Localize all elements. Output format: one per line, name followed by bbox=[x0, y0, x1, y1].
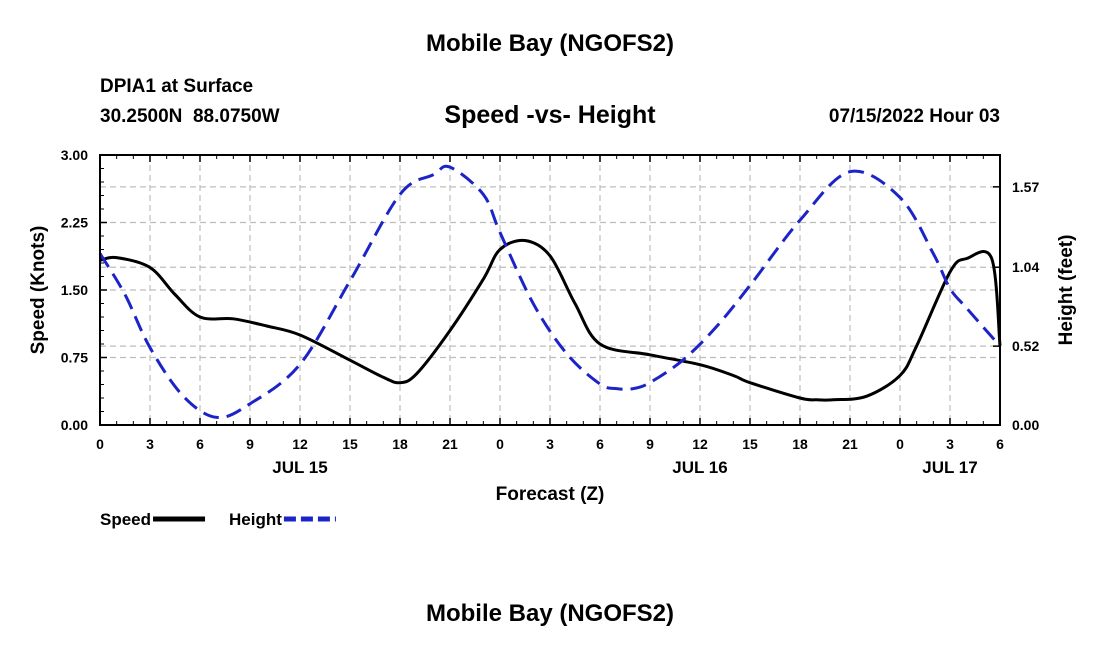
series-line-height bbox=[98, 164, 1002, 420]
legend-label-speed: Speed bbox=[100, 510, 151, 529]
x-date-label: JUL 16 bbox=[672, 458, 727, 477]
station-name: DPIA1 at Surface bbox=[100, 76, 254, 97]
y2-tick-label: 0.52 bbox=[1012, 338, 1039, 354]
legend-label-height: Height bbox=[229, 510, 282, 529]
y-tick-label: 2.25 bbox=[61, 215, 88, 231]
grid-lines bbox=[100, 155, 1000, 426]
station-coordinates: 30.2500N 88.0750W bbox=[100, 106, 280, 127]
x-tick-label: 6 bbox=[996, 436, 1004, 452]
x-tick-label: 15 bbox=[342, 436, 358, 452]
footer-title: Mobile Bay (NGOFS2) bbox=[425, 600, 675, 627]
x-tick-label: 3 bbox=[546, 436, 554, 452]
legend: Speed Height bbox=[100, 510, 336, 529]
x-tick-label: 6 bbox=[596, 436, 604, 452]
x-tick-label: 21 bbox=[442, 436, 458, 452]
x-tick-label: 0 bbox=[96, 436, 104, 452]
x-tick-label: 3 bbox=[946, 436, 954, 452]
x-date-label: JUL 15 bbox=[272, 458, 327, 477]
x-date-label: JUL 17 bbox=[922, 458, 977, 477]
x-tick-label: 18 bbox=[392, 436, 408, 452]
x-tick-label: 15 bbox=[742, 436, 758, 452]
page-title: Mobile Bay (NGOFS2) bbox=[425, 30, 675, 57]
x-tick-label: 0 bbox=[496, 436, 504, 452]
x-tick-label: 12 bbox=[292, 436, 308, 452]
forecast-timestamp: 07/15/2022 Hour 03 bbox=[828, 106, 1000, 127]
y2-axis-title: Height (feet) bbox=[1056, 235, 1077, 346]
y2-tick-label: 1.04 bbox=[1012, 259, 1039, 275]
y-tick-label: 0.00 bbox=[61, 417, 88, 433]
x-tick-label: 3 bbox=[146, 436, 154, 452]
x-tick-label: 0 bbox=[896, 436, 904, 452]
y-tick-label: 1.50 bbox=[61, 282, 88, 298]
x-axis-title: Forecast (Z) bbox=[496, 484, 605, 505]
y2-tick-label: 0.00 bbox=[1012, 417, 1039, 433]
x-tick-label: 21 bbox=[842, 436, 858, 452]
y-axis-title: Speed (Knots) bbox=[28, 226, 49, 355]
y2-tick-label: 1.57 bbox=[1012, 179, 1039, 195]
series-lines bbox=[98, 164, 1002, 420]
y-tick-label: 3.00 bbox=[61, 147, 88, 163]
x-tick-label: 12 bbox=[692, 436, 708, 452]
x-tick-label: 18 bbox=[792, 436, 808, 452]
y-tick-label: 0.75 bbox=[61, 350, 88, 366]
x-tick-label: 6 bbox=[196, 436, 204, 452]
series-line-speed bbox=[99, 238, 1002, 402]
axis-ticks: 0 3 6 9 12 15 18 21 0 3 6 9 12 15 18 21 0 3 6 JUL 15 JUL 16 J… bbox=[61, 147, 1040, 477]
chart-title: Speed -vs- Height bbox=[444, 101, 656, 129]
x-tick-label: 9 bbox=[646, 436, 654, 452]
x-tick-label: 9 bbox=[246, 436, 254, 452]
